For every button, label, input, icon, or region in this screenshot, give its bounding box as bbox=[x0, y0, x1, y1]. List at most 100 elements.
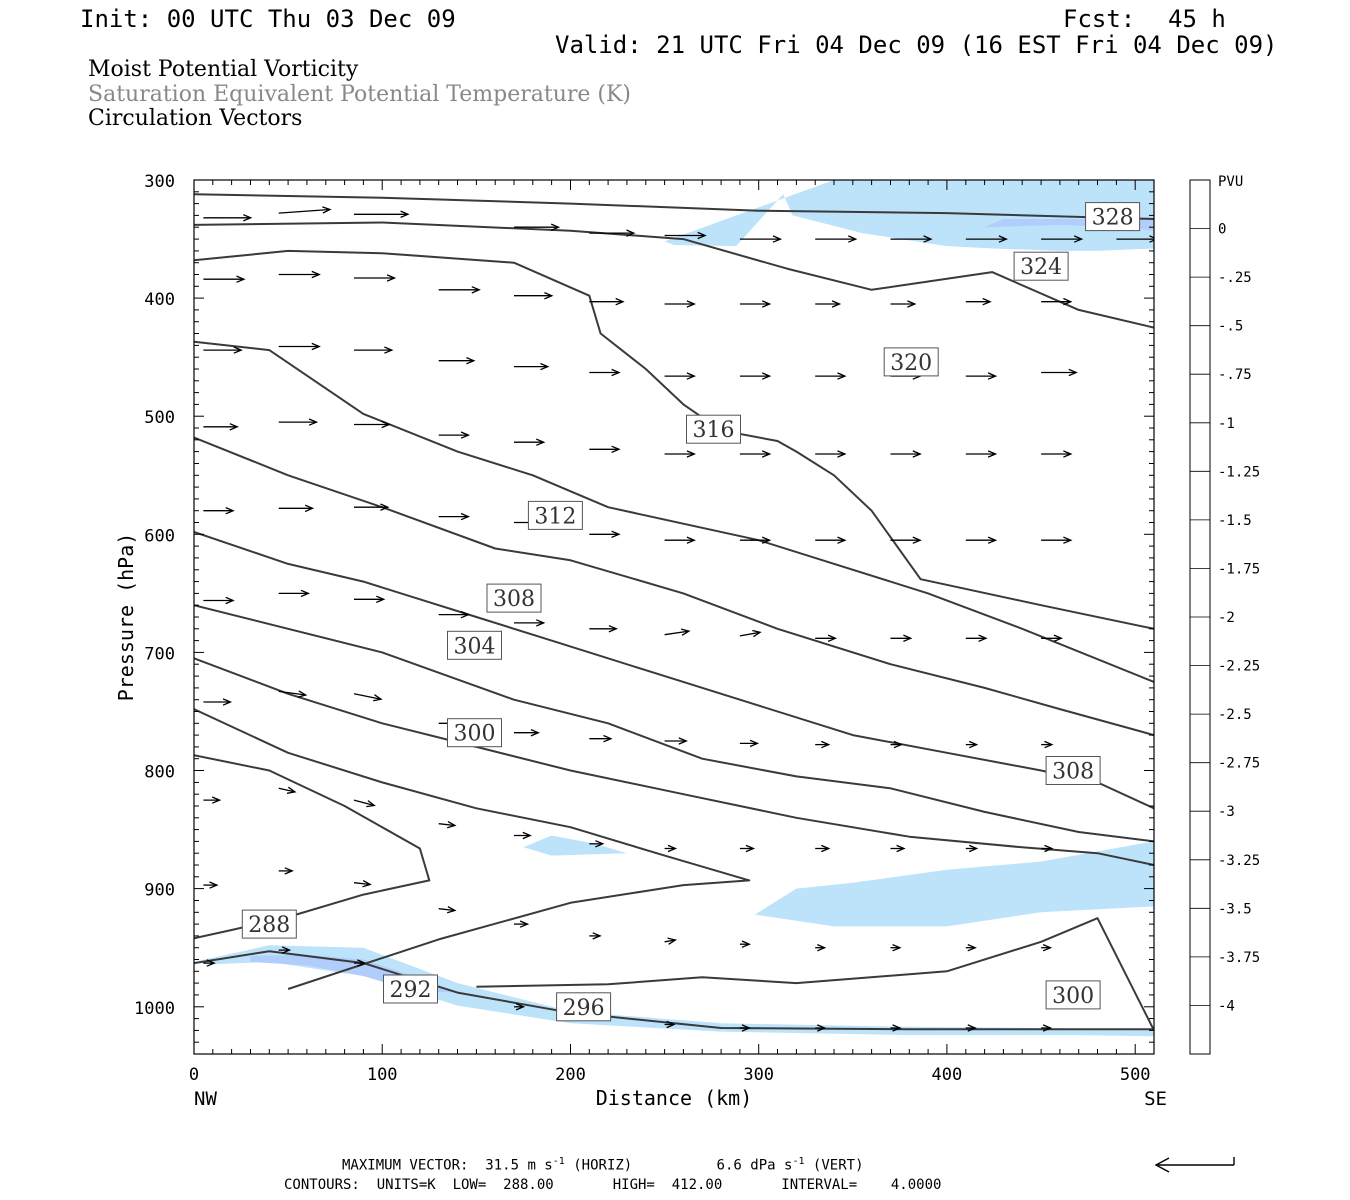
contour-label-292: 292 bbox=[383, 974, 438, 1004]
circulation-vector bbox=[353, 693, 383, 702]
circulation-vector bbox=[739, 629, 762, 638]
circulation-vector bbox=[354, 274, 397, 282]
x-tick-label: 300 bbox=[743, 1065, 774, 1085]
vector-head bbox=[761, 536, 772, 544]
circulation-vector bbox=[1041, 536, 1073, 544]
contour-label-300: 300 bbox=[447, 718, 502, 748]
max-horiz-units: m s bbox=[527, 1157, 553, 1174]
forecast-hour: 45 h bbox=[1168, 5, 1226, 33]
contour-label-316: 316 bbox=[686, 414, 741, 444]
vector-head bbox=[923, 235, 933, 243]
contour-label-320: 320 bbox=[883, 347, 939, 377]
circulation-vector bbox=[278, 690, 308, 698]
x-axis-left-end-label: NW bbox=[194, 1088, 217, 1110]
vector-head bbox=[304, 504, 315, 513]
theta-e-contour-316 bbox=[194, 340, 1154, 683]
contour-label-text: 296 bbox=[563, 996, 605, 1021]
circulation-vector bbox=[739, 739, 760, 748]
circulation-vector bbox=[278, 342, 321, 351]
pv-colorbar: 0 -.25 -.5 -.75 -1 -1.25 -1.5 -1.75 -2 -2.25 -2.5 -… bbox=[1189, 179, 1260, 1055]
field-title-vectors: Circulation Vectors bbox=[88, 106, 303, 131]
theta-e-contour-304 bbox=[194, 604, 1154, 843]
max-vert-tag: (VERT) bbox=[812, 1157, 864, 1174]
circulation-vector bbox=[354, 595, 386, 603]
circulation-vector bbox=[278, 786, 297, 794]
vector-head bbox=[603, 734, 613, 743]
vector-head bbox=[536, 438, 546, 446]
vector-head bbox=[381, 420, 391, 429]
vector-head bbox=[678, 737, 688, 745]
circulation-vector bbox=[438, 821, 457, 829]
vector-head bbox=[666, 1020, 676, 1029]
contour-label-296: 296 bbox=[556, 992, 612, 1022]
circulation-vector bbox=[815, 634, 838, 642]
circulation-vector bbox=[203, 698, 233, 706]
contour-label-text: 292 bbox=[390, 978, 432, 1003]
circulation-vector bbox=[664, 1020, 676, 1029]
vector-head bbox=[892, 1024, 902, 1032]
circulation-vector bbox=[278, 270, 321, 279]
circulation-vector bbox=[589, 840, 605, 848]
contour-label-text: 328 bbox=[1092, 206, 1134, 231]
circulation-vector bbox=[815, 235, 858, 243]
circulation-vector bbox=[965, 944, 977, 952]
contour-info-line: CONTOURS: UNITS=K LOW= 288.00 HIGH= 412.… bbox=[284, 1177, 942, 1193]
contour-label-box bbox=[1045, 980, 1101, 1010]
circulation-vector bbox=[589, 445, 621, 453]
contour-label-304: 304 bbox=[447, 630, 502, 660]
circulation-vector bbox=[815, 844, 831, 853]
vector-head bbox=[982, 297, 992, 306]
vector-head bbox=[515, 1003, 526, 1011]
contour-label-300: 300 bbox=[1045, 980, 1101, 1010]
circulation-vector bbox=[514, 362, 550, 371]
circulation-vector bbox=[278, 589, 311, 598]
vector-head bbox=[460, 610, 471, 619]
colorbar-label: -1.25 bbox=[1218, 464, 1260, 480]
vector-head bbox=[745, 844, 756, 853]
vector-head bbox=[386, 274, 397, 282]
max-vector-line: MAXIMUM VECTOR: 31.5 m s-1 (HORIZ) 6.6 d… bbox=[342, 1156, 864, 1174]
colorbar-label: -2 bbox=[1218, 610, 1235, 626]
vector-head bbox=[741, 1024, 751, 1032]
colorbar-label: -1 bbox=[1218, 416, 1235, 432]
circulation-vector bbox=[438, 512, 471, 521]
circulation-vector bbox=[739, 235, 783, 243]
vector-head bbox=[686, 536, 696, 544]
contour-label-box bbox=[527, 500, 583, 530]
vector-head bbox=[400, 210, 410, 218]
pv-region-0 bbox=[664, 180, 1154, 251]
circulation-vector bbox=[664, 372, 696, 380]
pv-shading-layer bbox=[194, 180, 1154, 1037]
vector-head bbox=[821, 740, 831, 749]
vector-head bbox=[284, 867, 294, 875]
reference-vector bbox=[1154, 1157, 1235, 1173]
theta-e-contour-296 bbox=[194, 708, 751, 990]
y-tick-label: 700 bbox=[144, 644, 175, 664]
vector-head bbox=[837, 450, 847, 458]
y-tick-label: 1000 bbox=[134, 999, 175, 1019]
forecast-label: Fcst: bbox=[1063, 5, 1136, 33]
contour-label-328: 328 bbox=[1085, 202, 1141, 232]
circulation-vector bbox=[354, 503, 390, 511]
circulation-vector bbox=[354, 959, 367, 967]
field-title-pv: Moist Potential Vorticity bbox=[88, 57, 359, 82]
circulation-vector bbox=[514, 438, 546, 446]
circulation-vector bbox=[739, 844, 756, 853]
vector-head bbox=[1044, 844, 1054, 853]
circulation-vector bbox=[965, 536, 998, 544]
circulation-vector bbox=[589, 297, 625, 306]
vector-head bbox=[281, 946, 292, 954]
vector-head bbox=[686, 300, 696, 308]
circulation-vector bbox=[965, 844, 979, 853]
circulation-vector bbox=[890, 300, 917, 308]
y-axis-title: Pressure (hPa) bbox=[114, 533, 138, 702]
contour-label-text: 300 bbox=[454, 722, 496, 747]
circulation-vector bbox=[890, 1024, 902, 1032]
contour-label-box bbox=[883, 347, 939, 377]
colorbar-label: -1.5 bbox=[1218, 513, 1252, 529]
colorbar-label: -.5 bbox=[1218, 319, 1243, 335]
circulation-vector bbox=[965, 1024, 977, 1032]
y-tick-label: 500 bbox=[144, 408, 175, 428]
vector-head bbox=[761, 300, 772, 308]
